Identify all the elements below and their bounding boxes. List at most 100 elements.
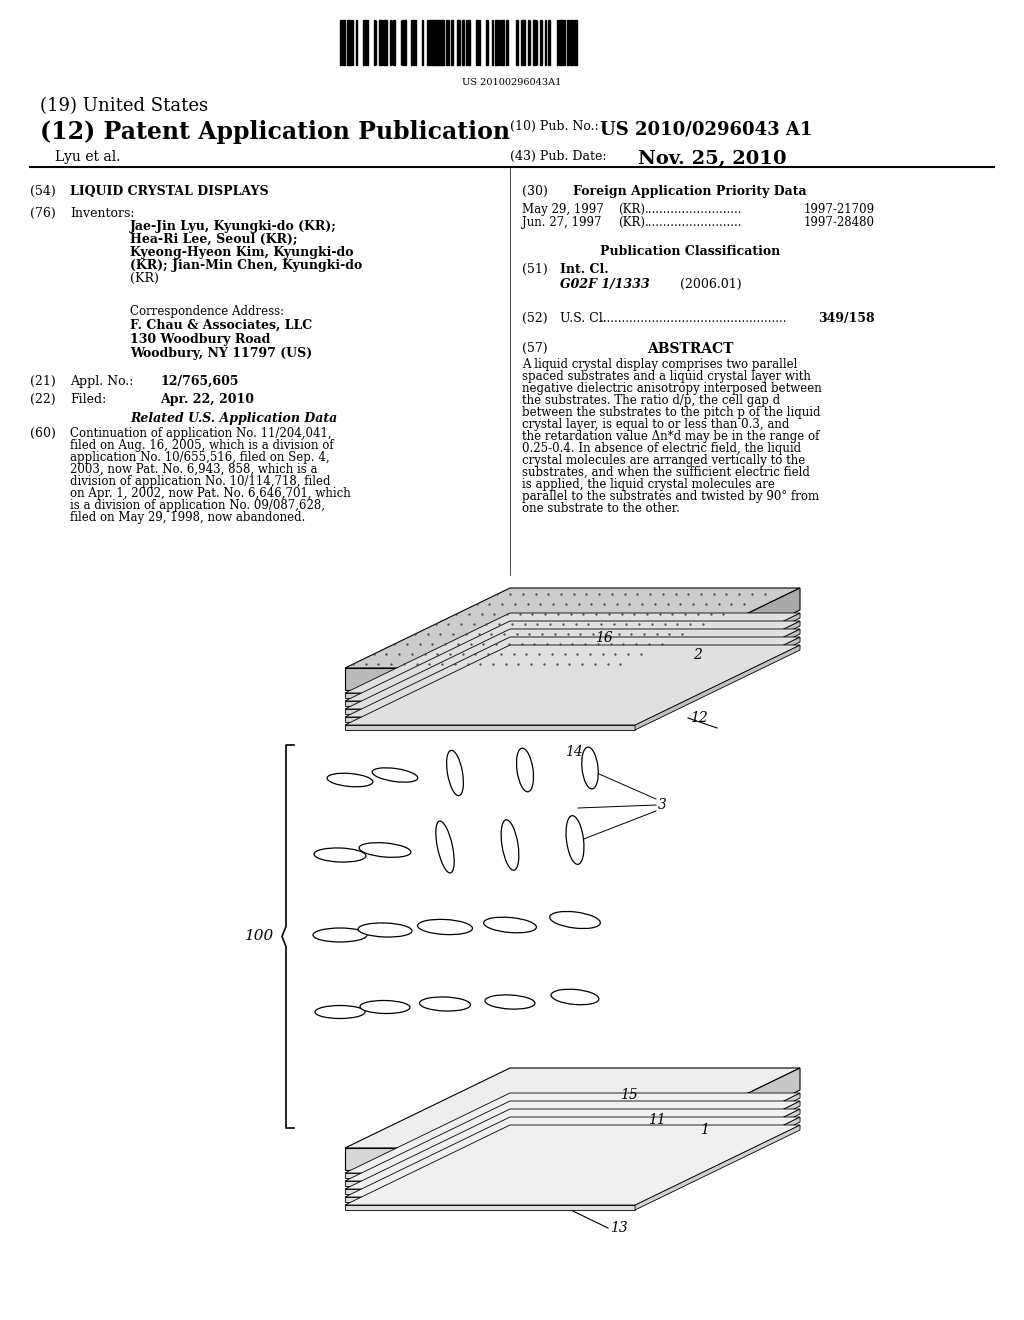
Bar (379, 20, 381, 65)
Bar (401, 20, 403, 65)
Ellipse shape (360, 1001, 410, 1014)
Ellipse shape (436, 821, 455, 873)
Polygon shape (635, 1117, 800, 1203)
Text: ..................................................: ........................................… (600, 312, 787, 325)
Bar (351, 20, 353, 65)
Text: 0.25-0.4. In absence of electric field, the liquid: 0.25-0.4. In absence of electric field, … (522, 442, 801, 455)
Bar (499, 20, 500, 65)
Polygon shape (345, 1093, 800, 1173)
Polygon shape (345, 668, 635, 690)
Text: is applied, the liquid crystal molecules are: is applied, the liquid crystal molecules… (522, 478, 775, 491)
Text: (10) Pub. No.:: (10) Pub. No.: (510, 120, 599, 133)
Polygon shape (345, 1189, 635, 1195)
Text: (60): (60) (30, 426, 56, 440)
Text: (30): (30) (522, 185, 548, 198)
Text: (KR); Jian-Min Chen, Kyungki-do: (KR); Jian-Min Chen, Kyungki-do (130, 259, 362, 272)
Bar (545, 20, 546, 65)
Bar (384, 20, 386, 65)
Polygon shape (635, 587, 800, 690)
Bar (451, 20, 453, 65)
Bar (365, 20, 367, 65)
Ellipse shape (446, 750, 464, 796)
Text: Hea-Ri Lee, Seoul (KR);: Hea-Ri Lee, Seoul (KR); (130, 234, 298, 246)
Bar (507, 20, 508, 65)
Polygon shape (345, 717, 635, 722)
Bar (569, 20, 573, 65)
Text: 1: 1 (700, 1123, 709, 1137)
Text: filed on May 29, 1998, now abandoned.: filed on May 29, 1998, now abandoned. (70, 511, 305, 524)
Ellipse shape (359, 842, 411, 857)
Text: 12: 12 (690, 711, 708, 725)
Polygon shape (345, 1101, 800, 1181)
Bar (393, 20, 395, 65)
Bar (427, 20, 431, 65)
Text: 349/158: 349/158 (818, 312, 874, 325)
Polygon shape (635, 1109, 800, 1195)
Bar (403, 20, 404, 65)
Ellipse shape (418, 919, 472, 935)
Text: Appl. No.:: Appl. No.: (70, 375, 133, 388)
Text: 14: 14 (565, 744, 583, 759)
Ellipse shape (516, 748, 534, 792)
Bar (411, 20, 413, 65)
Polygon shape (345, 620, 800, 701)
Text: (57): (57) (522, 342, 548, 355)
Polygon shape (635, 620, 800, 706)
Ellipse shape (313, 928, 367, 942)
Text: U.S. Cl.: U.S. Cl. (560, 312, 606, 325)
Polygon shape (345, 709, 635, 714)
Bar (442, 20, 444, 65)
Bar (559, 20, 561, 65)
Text: between the substrates to the pitch p of the liquid: between the substrates to the pitch p of… (522, 407, 820, 418)
Text: Correspondence Address:: Correspondence Address: (130, 305, 284, 318)
Bar (347, 20, 348, 65)
Text: 1997-28480: 1997-28480 (804, 216, 874, 228)
Bar (383, 20, 384, 65)
Bar (434, 20, 437, 65)
Bar (561, 20, 563, 65)
Text: Publication Classification: Publication Classification (600, 246, 780, 257)
Text: (51): (51) (522, 263, 548, 276)
Text: 13: 13 (610, 1221, 628, 1236)
Polygon shape (345, 701, 635, 706)
Text: Jun. 27, 1997: Jun. 27, 1997 (522, 216, 601, 228)
Text: (76): (76) (30, 207, 55, 220)
Text: US 2010/0296043 A1: US 2010/0296043 A1 (600, 120, 812, 139)
Polygon shape (345, 693, 635, 698)
Ellipse shape (315, 1006, 365, 1019)
Bar (541, 20, 542, 65)
Polygon shape (635, 645, 800, 730)
Text: is a division of application No. 09/087,628,: is a division of application No. 09/087,… (70, 499, 325, 512)
Text: ..........................: .......................... (645, 203, 742, 216)
Text: 3: 3 (658, 799, 667, 812)
Polygon shape (345, 1173, 635, 1177)
Text: G02F 1/1333: G02F 1/1333 (560, 279, 650, 290)
Bar (381, 20, 382, 65)
Bar (466, 20, 468, 65)
Text: spaced substrates and a liquid crystal layer with: spaced substrates and a liquid crystal l… (522, 370, 811, 383)
Bar (548, 20, 550, 65)
Text: Filed:: Filed: (70, 393, 106, 407)
Text: application No. 10/655,516, filed on Sep. 4,: application No. 10/655,516, filed on Sep… (70, 451, 330, 465)
Bar (349, 20, 351, 65)
Bar (564, 20, 565, 65)
Text: Related U.S. Application Data: Related U.S. Application Data (130, 412, 337, 425)
Polygon shape (345, 645, 800, 725)
Polygon shape (345, 1068, 800, 1148)
Text: Kyeong-Hyeon Kim, Kyungki-do: Kyeong-Hyeon Kim, Kyungki-do (130, 246, 353, 259)
Text: 15: 15 (620, 1088, 638, 1102)
Text: the retardation value Δn*d may be in the range of: the retardation value Δn*d may be in the… (522, 430, 819, 444)
Bar (557, 20, 558, 65)
Polygon shape (345, 1197, 635, 1203)
Polygon shape (345, 612, 800, 693)
Text: negative dielectric anisotropy interposed between: negative dielectric anisotropy interpose… (522, 381, 821, 395)
Bar (458, 20, 460, 65)
Bar (406, 20, 407, 65)
Text: parallel to the substrates and twisted by 90° from: parallel to the substrates and twisted b… (522, 490, 819, 503)
Bar (432, 20, 433, 65)
Text: Continuation of application No. 11/204,041,: Continuation of application No. 11/204,0… (70, 426, 332, 440)
Bar (438, 20, 441, 65)
Ellipse shape (551, 989, 599, 1005)
Text: F. Chau & Associates, LLC: F. Chau & Associates, LLC (130, 319, 312, 333)
Text: 130 Woodbury Road: 130 Woodbury Road (130, 333, 270, 346)
